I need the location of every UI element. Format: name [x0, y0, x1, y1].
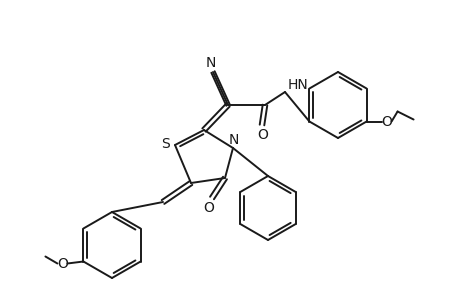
Text: S: S [161, 137, 170, 151]
Text: O: O [381, 115, 391, 128]
Text: HN: HN [287, 78, 308, 92]
Text: N: N [228, 133, 239, 147]
Text: O: O [57, 256, 68, 271]
Text: N: N [205, 56, 216, 70]
Text: O: O [257, 128, 268, 142]
Text: O: O [203, 201, 214, 215]
